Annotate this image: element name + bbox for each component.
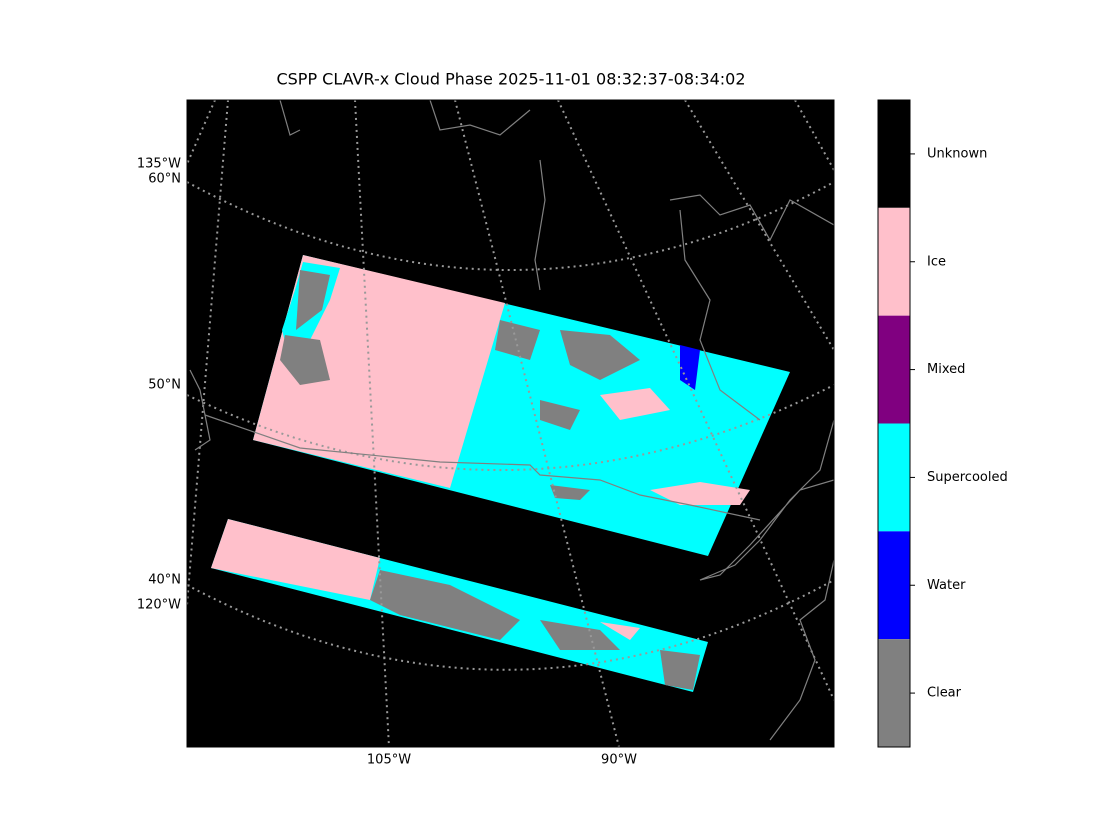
colorbar-label: Mixed [927,362,965,377]
clear-patch [280,335,330,385]
meridian [187,100,229,606]
axis-label: 50°N [148,378,181,393]
coastline [189,100,531,451]
colorbar-segment [878,639,910,747]
coastline [699,419,834,581]
coastline [534,159,834,421]
clear-patch [550,485,590,500]
clear-patch [370,570,520,640]
axis-label: 60°N [148,172,181,187]
meridian [794,100,834,171]
meridian [557,100,834,701]
left-labels: 135°W60°N 50°N 40°N 120°W [137,157,181,613]
meridian [684,100,834,351]
colorbar-segment [878,423,910,532]
ice-patch [650,482,750,505]
colorbar-segment [878,207,910,316]
clear-patch [296,270,330,330]
axis-label: 40°N [148,573,181,588]
ice-region [211,519,380,600]
clear-patch [660,650,700,690]
clear-patch [560,330,640,380]
parallel [187,181,834,271]
title: CSPP CLAVR-x Cloud Phase 2025-11-01 08:3… [276,70,745,89]
ice-patch [600,622,640,640]
map [186,99,835,748]
clear-patch [540,400,580,430]
parallel [187,579,834,671]
clear-patch [540,620,620,650]
axis-label: 105°W [367,753,411,768]
map-frame [186,99,835,748]
colorbar-label: Ice [927,254,946,269]
clear-patch [495,320,540,360]
colorbar: Unknown Ice Mixed Supercooled Water Clear [877,99,1008,748]
axis-label: 90°W [601,753,637,768]
bottom-labels: 105°W 90°W [367,753,637,768]
water-patch [680,345,700,390]
colorbar-frame [877,99,911,748]
colorbar-segment [878,100,910,208]
colorbar-segment [878,315,910,424]
colorbar-label: Water [927,578,966,593]
border [204,414,761,521]
colorbar-label: Unknown [927,146,987,161]
colorbar-segment [878,531,910,640]
ice-patch [600,388,670,420]
axis-label: 120°W [137,598,181,613]
coastline [769,559,834,741]
axis-label: 135°W [137,157,181,172]
colorbar-label: Supercooled [927,470,1008,485]
colorbar-label: Clear [927,686,962,701]
